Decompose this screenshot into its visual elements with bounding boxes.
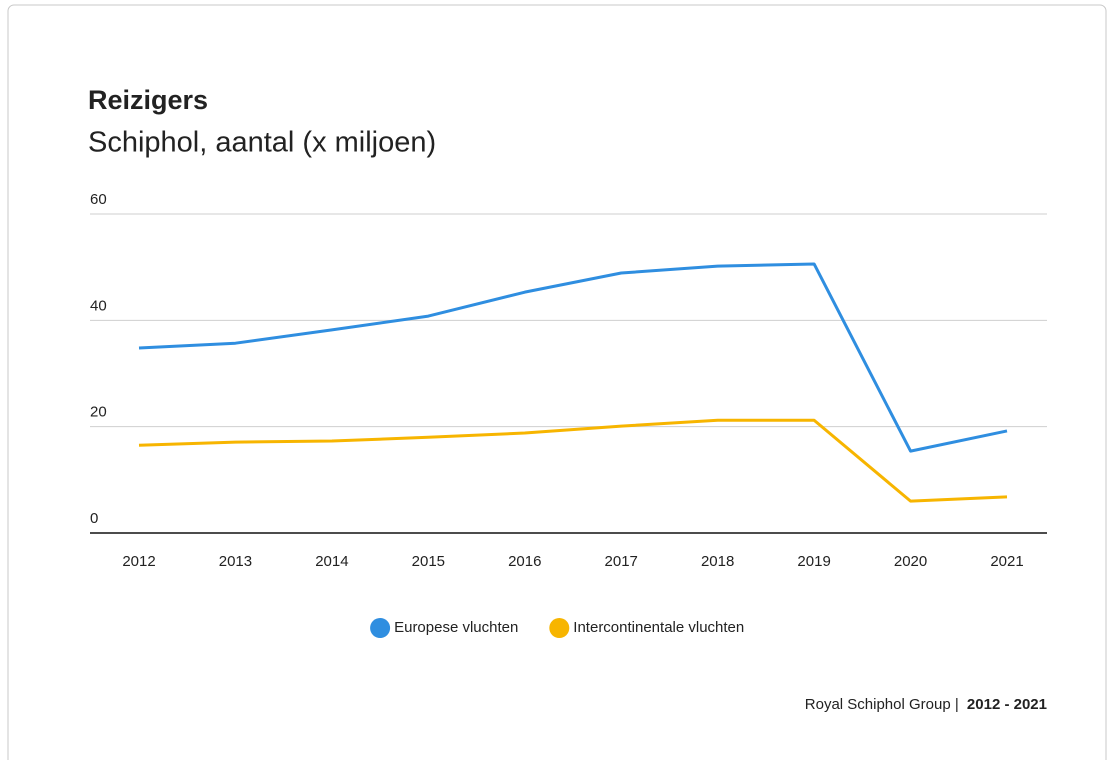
x-tick-label: 2016 xyxy=(508,553,541,570)
card xyxy=(7,4,1107,760)
x-tick-label: 2012 xyxy=(122,553,155,570)
x-tick-label: 2015 xyxy=(412,553,445,570)
x-tick-label: 2020 xyxy=(894,553,927,570)
x-tick-label: 2014 xyxy=(315,553,348,570)
y-tick-label: 0 xyxy=(90,510,98,527)
legend-swatch xyxy=(549,618,570,638)
x-tick-label: 2013 xyxy=(219,553,252,570)
y-tick-label: 40 xyxy=(90,297,107,314)
line xyxy=(138,418,1008,503)
x-tick-label: 2018 xyxy=(701,553,734,570)
legend-swatch xyxy=(370,618,391,638)
y-tick-label: 60 xyxy=(90,191,107,208)
y-tick-label: 20 xyxy=(90,404,107,421)
source-period: 2012 - 2021 xyxy=(967,696,1047,713)
x-tick-label: 2021 xyxy=(990,553,1023,570)
line xyxy=(138,262,1008,453)
legend-label: Intercontinentale vluchten xyxy=(573,619,744,636)
chart-title: Reizigers xyxy=(88,85,208,115)
x-tick-label: 2017 xyxy=(605,553,638,570)
source-name: Royal Schiphol Group | xyxy=(805,696,959,713)
chart-subtitle: Schiphol, aantal (x miljoen) xyxy=(88,127,436,159)
legend-label: Europese vluchten xyxy=(394,619,518,636)
source: Royal Schiphol Group | 2012 - 2021 xyxy=(805,696,1047,713)
x-tick-label: 2019 xyxy=(797,553,830,570)
